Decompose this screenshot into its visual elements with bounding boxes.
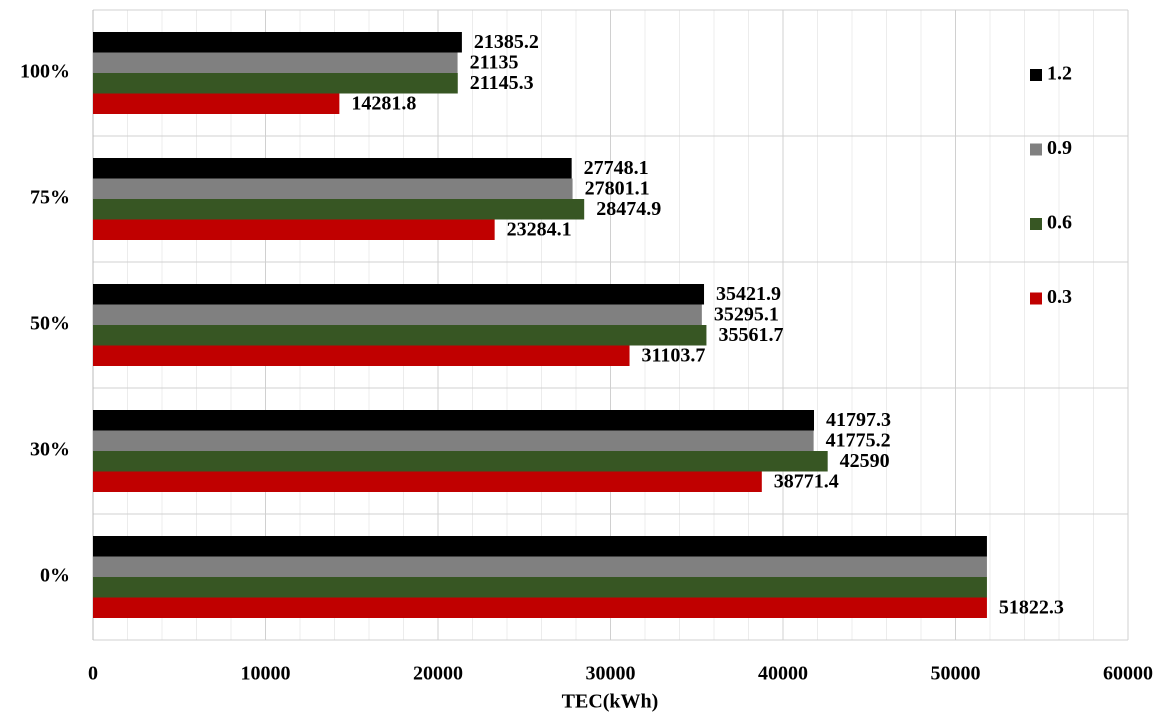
- legend-label: 0.3: [1047, 286, 1072, 308]
- value-label: 14281.8: [351, 92, 416, 114]
- legend-swatch: [1030, 292, 1042, 305]
- bar: [93, 556, 987, 577]
- legend-swatch: [1030, 218, 1042, 230]
- bar: [93, 73, 458, 94]
- x-tick-label: 0: [88, 663, 98, 685]
- value-label: 41797.3: [826, 409, 891, 431]
- legend-label: 0.9: [1047, 137, 1072, 159]
- bar: [93, 304, 702, 325]
- value-label: 42590: [840, 450, 890, 472]
- x-tick-label: 10000: [241, 663, 291, 685]
- x-tick-label: 20000: [413, 663, 463, 685]
- x-tick-label: 40000: [758, 663, 808, 685]
- bar: [93, 471, 762, 492]
- bar: [93, 597, 987, 618]
- value-label: 27748.1: [584, 157, 649, 179]
- value-label: 51822.3: [999, 596, 1064, 618]
- x-tick-label: 30000: [586, 663, 636, 685]
- y-tick-label: 100%: [20, 61, 70, 83]
- value-label: 21145.3: [470, 72, 534, 94]
- bar: [93, 199, 585, 220]
- value-label: 28474.9: [596, 198, 661, 220]
- value-label: 21135: [470, 51, 519, 73]
- bar: [93, 284, 705, 305]
- bar: [93, 32, 462, 53]
- legend-label: 1.2: [1047, 63, 1072, 85]
- value-label: 27801.1: [585, 177, 650, 199]
- value-label: 31103.7: [642, 344, 706, 366]
- bar: [93, 410, 815, 431]
- x-axis-label: TEC(kWh): [562, 691, 659, 713]
- value-label: 41775.2: [826, 429, 891, 451]
- value-label: 35421.9: [716, 283, 781, 305]
- legend-label: 0.6: [1047, 212, 1072, 234]
- value-label: 23284.1: [507, 218, 572, 240]
- bar: [93, 93, 340, 114]
- x-tick-label: 60000: [1103, 663, 1153, 685]
- value-label: 38771.4: [774, 470, 839, 492]
- y-tick-label: 30%: [30, 439, 70, 461]
- y-tick-label: 75%: [30, 187, 70, 209]
- bar: [93, 219, 495, 240]
- bar: [93, 430, 814, 451]
- bar: [93, 178, 573, 199]
- bar: [93, 577, 987, 598]
- legend-swatch: [1030, 143, 1042, 156]
- x-tick-label: 50000: [931, 663, 981, 685]
- value-label: 21385.2: [474, 31, 539, 53]
- legend-swatch: [1030, 69, 1042, 81]
- value-label: 35561.7: [718, 324, 783, 346]
- bar: [93, 158, 572, 179]
- bar: [93, 536, 987, 557]
- y-tick-label: 0%: [40, 565, 70, 587]
- bar: [93, 325, 707, 346]
- bar: [93, 451, 828, 472]
- bar: [93, 345, 630, 366]
- value-label: 35295.1: [714, 303, 779, 325]
- bar: [93, 52, 458, 73]
- y-tick-label: 50%: [30, 313, 70, 335]
